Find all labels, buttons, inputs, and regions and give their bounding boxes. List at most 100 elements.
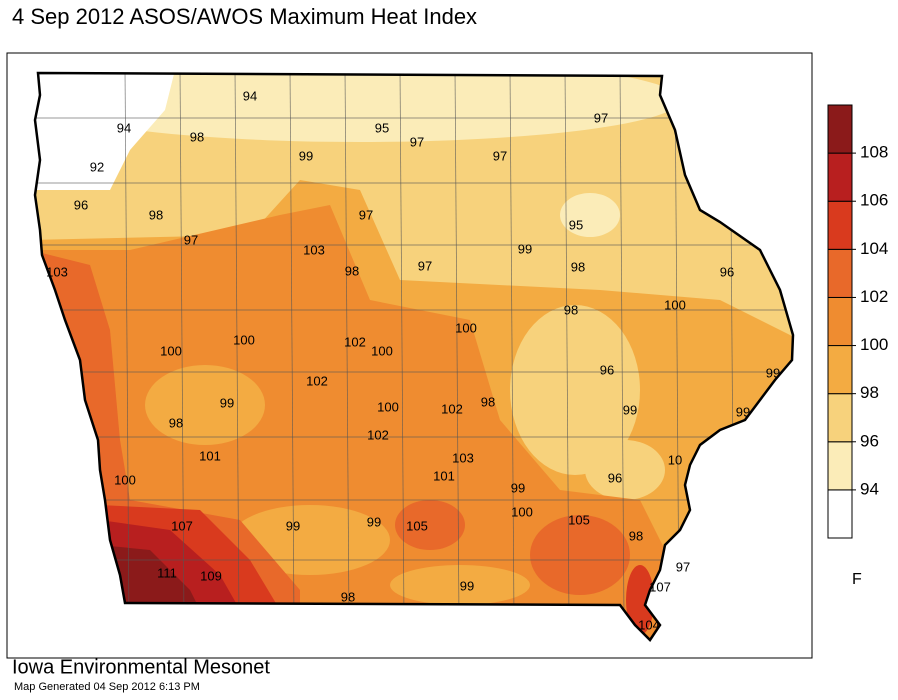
contour-band (390, 565, 530, 605)
legend-tick-label: 108 (860, 143, 888, 162)
legend-swatch (827, 345, 853, 395)
station-value: 99 (367, 514, 381, 529)
legend-swatch (827, 200, 853, 250)
station-value: 102 (306, 373, 328, 388)
county-line (674, 73, 680, 621)
station-value: 97 (493, 148, 507, 163)
legend-tick-label: 106 (860, 191, 888, 210)
county-line (564, 73, 570, 621)
footer-generated: Map Generated 04 Sep 2012 6:13 PM (14, 681, 200, 693)
station-value: 100 (377, 399, 399, 414)
station-value: 103 (452, 450, 474, 465)
station-value: 98 (345, 263, 359, 278)
station-value: 107 (649, 579, 671, 594)
station-value: 104 (638, 617, 660, 632)
contour-band (530, 515, 630, 595)
station-value: 99 (220, 395, 234, 410)
station-value: 99 (460, 578, 474, 593)
station-value: 100 (233, 332, 255, 347)
station-value: 99 (623, 402, 637, 417)
station-value: 100 (511, 504, 533, 519)
county-line (399, 73, 405, 621)
legend-swatch (827, 393, 853, 443)
station-value: 100 (160, 343, 182, 358)
legend-swatch (827, 152, 853, 202)
county-line (344, 73, 350, 621)
title: 4 Sep 2012 ASOS/AWOS Maximum Heat Index (12, 4, 477, 29)
footer-org: Iowa Environmental Mesonet (12, 656, 270, 678)
county-line (289, 73, 295, 621)
station-value: 96 (720, 264, 734, 279)
county-line (454, 73, 460, 621)
station-value: 98 (190, 129, 204, 144)
station-value: 97 (594, 110, 608, 125)
county-line (234, 73, 240, 621)
contour-band (145, 365, 265, 445)
legend-tick-label: 100 (860, 335, 888, 354)
station-value: 101 (199, 448, 221, 463)
legend-swatch (827, 441, 853, 491)
station-value: 102 (367, 427, 389, 442)
station-value: 103 (46, 264, 68, 279)
contour-band (585, 440, 665, 500)
station-value: 97 (410, 134, 424, 149)
station-value: 97 (184, 232, 198, 247)
station-value: 102 (441, 401, 463, 416)
contour-band (510, 305, 640, 475)
station-value: 98 (149, 207, 163, 222)
station-value: 105 (406, 518, 428, 533)
station-value: 100 (114, 472, 136, 487)
legend-tick-label: 94 (860, 479, 879, 498)
county-line (619, 73, 625, 621)
contour-band (560, 193, 620, 237)
legend-tick-label: 96 (860, 431, 879, 450)
contour-band (35, 73, 175, 190)
station-value: 95 (569, 217, 583, 232)
contour-band (40, 73, 680, 142)
station-value: 10 (668, 452, 682, 467)
county-line (509, 73, 515, 621)
legend-unit: F (852, 571, 862, 588)
station-value: 96 (600, 362, 614, 377)
station-value: 99 (766, 365, 780, 380)
legend-tick-label: 102 (860, 287, 888, 306)
station-value: 97 (418, 258, 432, 273)
station-value: 94 (117, 120, 131, 135)
legend-swatch (827, 104, 853, 154)
station-value: 98 (481, 394, 495, 409)
station-value: 98 (564, 302, 578, 317)
county-line (179, 73, 185, 621)
station-value: 100 (664, 297, 686, 312)
contour-band (626, 565, 654, 635)
state-outline (33, 71, 795, 642)
contour-band (100, 545, 200, 610)
station-value: 99 (518, 241, 532, 256)
station-value: 94 (243, 88, 257, 103)
legend-tick-label: 104 (860, 239, 888, 258)
station-value: 99 (286, 518, 300, 533)
station-labels: 94 94 92 98 99 95 97 97 97 96 98 97 97 95 103 98 97 99 98 9… (46, 88, 780, 632)
station-value: 100 (371, 343, 393, 358)
station-value: 95 (375, 120, 389, 135)
station-value: 100 (455, 320, 477, 335)
station-value: 98 (629, 528, 643, 543)
county-line (124, 73, 130, 621)
station-value: 96 (74, 197, 88, 212)
station-value: 92 (90, 159, 104, 174)
station-value: 99 (299, 148, 313, 163)
legend-swatch (827, 248, 853, 298)
station-value: 98 (571, 259, 585, 274)
heat-index-fill (35, 73, 793, 640)
station-value: 99 (511, 480, 525, 495)
station-value: 111 (157, 565, 177, 580)
legend-swatch (827, 296, 853, 347)
station-value: 98 (341, 589, 355, 604)
station-value: 105 (568, 512, 590, 527)
station-value: 97 (359, 207, 373, 222)
station-value: 99 (736, 404, 750, 419)
legend-tick-label: 98 (860, 383, 879, 402)
station-value: 97 (676, 559, 690, 574)
legend-swatch (827, 489, 853, 539)
station-value: 101 (433, 468, 455, 483)
